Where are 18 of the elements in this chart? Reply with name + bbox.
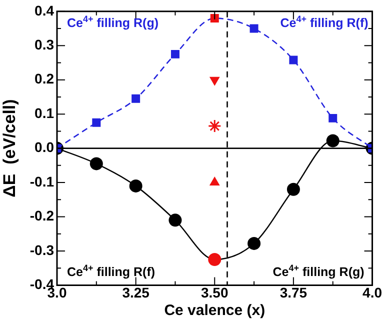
y-tick-label: -0.3	[30, 242, 54, 258]
y-tick-label: 0.1	[34, 104, 54, 121]
annotation: Ce$^{4+}$ filling R(f)	[67, 263, 156, 280]
x-tick-label: 3.75	[280, 284, 308, 300]
y-tick-label: -0.2	[30, 208, 54, 224]
y-tick-label: 0.4	[34, 2, 54, 18]
annotation: Ce$^{4+}$ filling R(g)	[67, 14, 159, 31]
y-tick-label: -0.1	[30, 173, 54, 190]
y-tick-label: 0.2	[34, 70, 54, 87]
x-axis-title: Ce valence (x)	[164, 302, 266, 320]
x-tick-label: 3.25	[122, 284, 150, 300]
annotation: Ce$^{4+}$ filling R(g)	[272, 263, 364, 280]
y-tick-label: 0.3	[34, 36, 54, 52]
annotation: Ce$^{4+}$ filling R(f)	[280, 14, 368, 31]
x-tick-label: 3.50	[201, 284, 228, 300]
y-tick-label: 0.0	[34, 139, 54, 156]
x-tick-label: 4.0	[362, 284, 382, 300]
y-axis-title: ΔE (eV/cell)	[0, 99, 19, 198]
